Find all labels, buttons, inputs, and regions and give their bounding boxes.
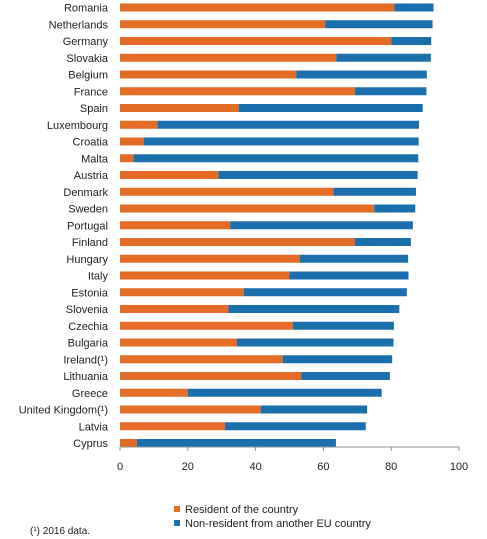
bar-resident (120, 338, 237, 347)
bar-non-resident (236, 338, 394, 347)
bar-non-resident (354, 87, 427, 96)
bar-non-resident (391, 37, 432, 45)
bar-non-resident (333, 187, 416, 196)
bar-non-resident (282, 355, 393, 364)
bar-resident (120, 221, 231, 230)
bar-non-resident (394, 3, 434, 12)
category-label: Sweden (68, 204, 108, 216)
category-label: Lithuania (63, 371, 109, 383)
category-label: Netherlands (49, 19, 109, 31)
x-tick-label: 0 (117, 461, 123, 473)
bar-non-resident (260, 405, 368, 414)
category-label: Slovakia (66, 53, 108, 65)
bar-non-resident (374, 204, 416, 213)
category-label: Czechia (68, 321, 109, 333)
category-label: Hungary (66, 254, 108, 266)
bar-non-resident (143, 137, 419, 146)
bar-resident (120, 405, 261, 414)
category-label: Cyprus (73, 438, 108, 450)
legend: Resident of the country Non-resident fro… (174, 504, 371, 530)
bar-resident (120, 238, 355, 246)
bar-resident (120, 87, 355, 96)
legend-label-resident: Resident of the country (185, 504, 299, 516)
legend-swatch-non-resident (174, 520, 180, 526)
category-label: Croatia (73, 137, 109, 149)
footnote: (¹) 2016 data. (30, 526, 91, 537)
bar-resident (120, 372, 302, 380)
category-label: Greece (72, 388, 108, 400)
bar-resident (120, 288, 244, 297)
bar-non-resident (299, 254, 409, 263)
x-tick-label: 60 (317, 461, 329, 473)
category-label: Germany (63, 36, 109, 48)
bar-non-resident (243, 288, 407, 297)
category-label: Italy (88, 271, 109, 283)
x-tick-label: 20 (182, 461, 194, 473)
category-label: Latvia (79, 421, 109, 433)
bar-non-resident (292, 321, 394, 330)
bar-non-resident (325, 20, 433, 29)
category-label: Bulgaria (68, 338, 109, 350)
bar-non-resident (225, 422, 366, 431)
bar-resident (120, 154, 134, 163)
bar-non-resident (136, 439, 336, 447)
bar-non-resident (238, 104, 423, 112)
bar-resident (120, 422, 226, 431)
category-label: Spain (80, 103, 108, 115)
bar-non-resident (296, 70, 427, 79)
category-label: Ireland(¹) (63, 354, 108, 366)
bar-resident (120, 3, 395, 12)
bar-non-resident (187, 388, 382, 397)
x-axis-ticks: 0 20 40 60 80 100 (117, 447, 468, 473)
bar-resident (120, 305, 229, 313)
bar-non-resident (228, 305, 400, 313)
bar-non-resident (230, 221, 413, 230)
category-label: United Kingdom(¹) (19, 405, 108, 417)
category-labels: Romania Netherlands Germany Slovakia Belgium… (19, 3, 109, 451)
x-tick-label: 40 (249, 461, 261, 473)
bar-resident (120, 120, 158, 129)
bar-resident (120, 20, 326, 29)
x-tick-label: 100 (450, 461, 468, 473)
category-label: Slovenia (66, 304, 109, 316)
category-label: Luxembourg (47, 120, 108, 132)
bar-resident (120, 104, 239, 112)
bar-non-resident (157, 120, 420, 129)
bar-resident (120, 137, 144, 146)
category-label: Romania (64, 3, 109, 15)
category-label: Denmark (63, 187, 108, 199)
legend-swatch-resident (174, 506, 180, 512)
bars-layer (120, 3, 434, 447)
bar-resident (120, 37, 392, 45)
category-label: France (74, 86, 108, 98)
legend-label-non-resident: Non-resident from another EU country (185, 518, 371, 530)
category-label: Finland (72, 237, 108, 249)
category-label: Belgium (68, 70, 108, 82)
bar-non-resident (301, 372, 390, 380)
bar-resident (120, 321, 293, 330)
bar-resident (120, 53, 337, 62)
bar-non-resident (133, 154, 419, 163)
category-label: Portugal (67, 220, 108, 232)
bar-resident (120, 355, 283, 364)
bar-resident (120, 187, 334, 196)
category-label: Malta (81, 153, 109, 165)
category-label: Austria (74, 170, 109, 182)
bar-resident (120, 171, 219, 179)
bar-non-resident (289, 271, 409, 280)
bar-resident (120, 439, 137, 447)
x-tick-label: 80 (385, 461, 397, 473)
bar-resident (120, 254, 300, 263)
bar-resident (120, 388, 188, 397)
bar-resident (120, 204, 375, 213)
bar-resident (120, 271, 290, 280)
bar-non-resident (336, 53, 431, 62)
bar-non-resident (218, 171, 418, 179)
category-label: Estonia (71, 287, 109, 299)
bar-resident (120, 70, 297, 79)
bar-non-resident (354, 238, 411, 246)
